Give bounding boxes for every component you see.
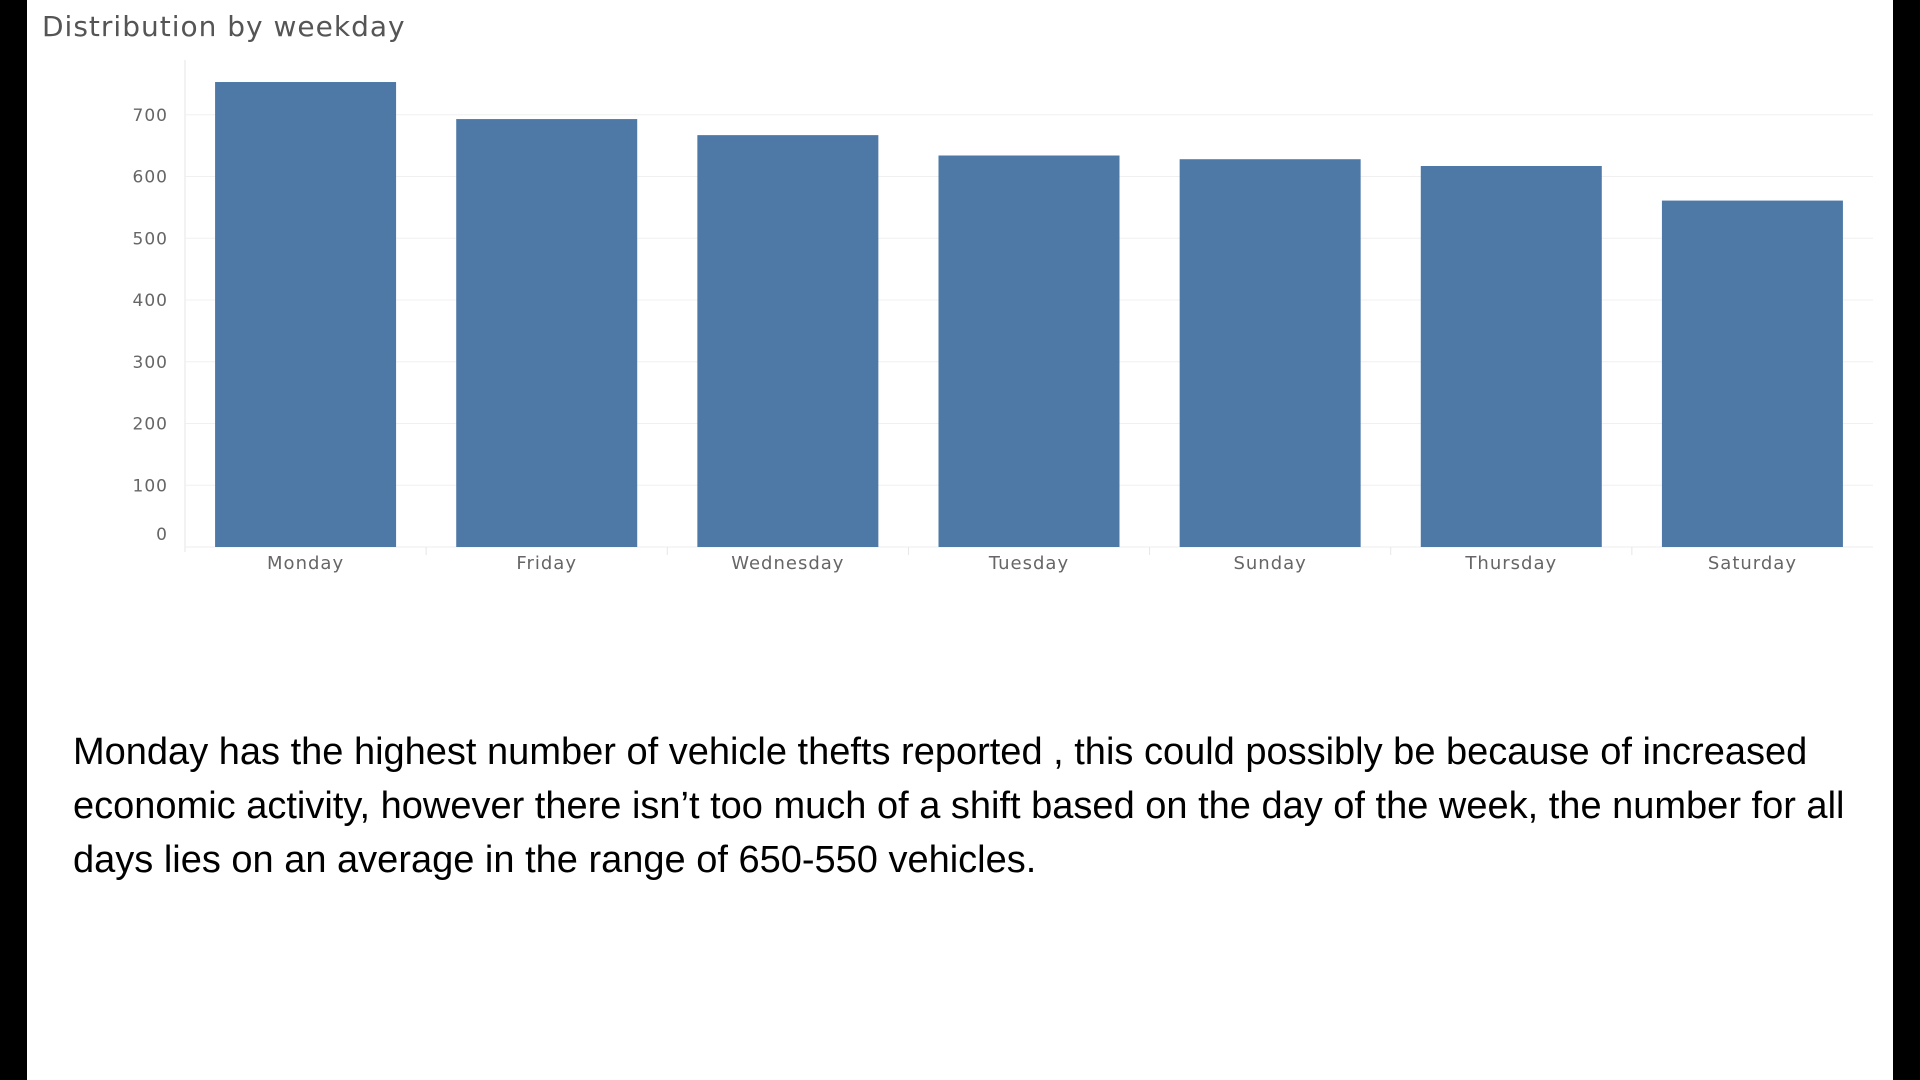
chart-title: Distribution by weekday: [42, 10, 406, 43]
x-category-label: Saturday: [1708, 553, 1797, 574]
x-category-label: Friday: [516, 553, 577, 574]
y-tick-label: 500: [133, 229, 168, 249]
y-tick-label: 600: [133, 168, 168, 188]
x-category-label: Tuesday: [988, 553, 1069, 574]
bar-saturday: [1661, 200, 1843, 547]
x-axis-labels: Monday Friday Wednesday Tuesday Sunday Thursd…: [267, 553, 1797, 574]
bar-chart: 0 100 200 300 400 500 600 700 Monday Friday Wedne…: [133, 60, 1873, 574]
x-category-label: Wednesday: [731, 553, 844, 574]
slide-border: [1893, 0, 1920, 1080]
x-category-label: Monday: [267, 553, 344, 574]
x-category-label: Thursday: [1464, 553, 1557, 574]
y-axis-ticks: 0 100 200 300 400 500 600 700: [133, 106, 168, 545]
bar-thursday: [1420, 166, 1602, 547]
bar-monday: [215, 82, 397, 548]
y-tick-label: 100: [133, 476, 168, 496]
y-tick-label: 400: [133, 291, 168, 311]
caption-text: Monday has the highest number of vehicle…: [73, 731, 1845, 881]
y-tick-label: 200: [133, 415, 168, 435]
bar-friday: [456, 119, 638, 547]
bars: [215, 82, 1843, 548]
y-tick-label: 0: [156, 525, 168, 545]
bar-wednesday: [697, 135, 879, 547]
bar-sunday: [1179, 159, 1361, 547]
y-tick-label: 300: [133, 353, 168, 373]
x-category-label: Sunday: [1233, 553, 1306, 574]
y-tick-label: 700: [133, 106, 168, 126]
bar-tuesday: [938, 155, 1120, 547]
